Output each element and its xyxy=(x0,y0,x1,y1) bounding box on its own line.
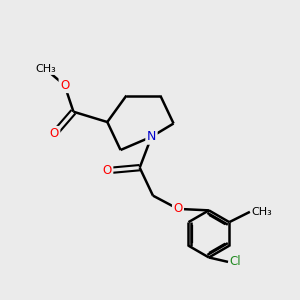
Text: CH₃: CH₃ xyxy=(251,207,272,217)
Text: N: N xyxy=(147,130,156,143)
Text: O: O xyxy=(60,79,69,92)
Text: O: O xyxy=(173,202,183,215)
Text: O: O xyxy=(103,164,112,177)
Text: Cl: Cl xyxy=(230,255,241,268)
Text: CH₃: CH₃ xyxy=(35,64,56,74)
Text: O: O xyxy=(50,127,59,140)
